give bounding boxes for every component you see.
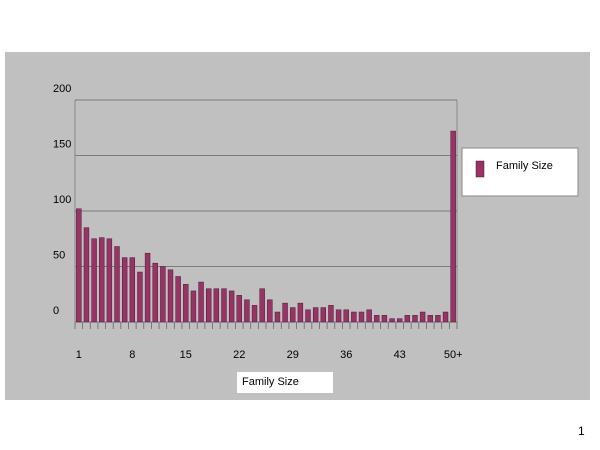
bar <box>374 315 380 323</box>
x-tick-label: 29 <box>287 349 299 361</box>
bar <box>213 288 220 323</box>
bar <box>404 315 411 323</box>
bar <box>160 266 166 323</box>
bar <box>175 276 181 323</box>
bar <box>282 302 288 323</box>
bar <box>76 208 82 323</box>
legend-swatch <box>475 160 485 178</box>
bar <box>427 315 433 323</box>
page-number: 1 <box>578 424 585 438</box>
y-tick-label: 50 <box>53 249 65 261</box>
bar <box>221 288 227 323</box>
y-tick-label: 0 <box>53 305 59 317</box>
bar <box>389 318 395 323</box>
bar <box>328 305 334 323</box>
bar <box>114 246 120 323</box>
bar <box>312 307 319 323</box>
chart-area <box>5 52 590 400</box>
bar <box>152 262 158 323</box>
bar <box>412 315 418 323</box>
bar <box>343 309 349 323</box>
bar <box>244 299 250 323</box>
bar <box>228 290 235 323</box>
bar <box>450 130 456 323</box>
bar <box>190 290 197 323</box>
bar <box>106 238 113 323</box>
bar <box>167 269 174 323</box>
y-tick-label: 200 <box>53 83 71 95</box>
bar <box>442 311 449 323</box>
bar <box>320 307 326 323</box>
bar <box>267 299 273 323</box>
bar <box>419 311 426 323</box>
bar <box>381 315 388 323</box>
x-tick-label: 15 <box>180 349 192 361</box>
legend-label: Family Size <box>496 160 553 172</box>
bar <box>305 309 311 323</box>
bar <box>274 311 281 323</box>
bar <box>297 302 304 323</box>
x-tick-label: 36 <box>340 349 352 361</box>
bar <box>251 305 258 323</box>
y-tick-label: 100 <box>53 194 71 206</box>
bar <box>259 288 265 323</box>
bar <box>198 281 204 323</box>
x-axis-title: Family Size <box>242 376 299 388</box>
bar <box>290 307 296 323</box>
bar <box>121 257 128 323</box>
bar <box>183 284 189 323</box>
x-tick-label: 43 <box>394 349 406 361</box>
bar <box>137 271 143 323</box>
bar <box>144 252 151 323</box>
bar <box>435 315 441 323</box>
x-axis-title-box <box>237 372 333 393</box>
x-tick-label: 22 <box>233 349 245 361</box>
bar <box>335 309 342 323</box>
y-tick-label: 150 <box>53 138 71 150</box>
bar <box>366 309 372 323</box>
bar <box>206 288 212 323</box>
bar <box>351 311 357 323</box>
x-tick-label: 8 <box>129 349 135 361</box>
bar <box>99 237 105 323</box>
bar <box>397 318 403 323</box>
bar <box>91 238 97 323</box>
x-tick-label: 50+ <box>444 349 463 361</box>
bar <box>358 311 365 323</box>
bar <box>236 295 242 323</box>
x-tick-label: 1 <box>76 349 82 361</box>
bar <box>129 257 135 323</box>
bar <box>83 227 90 323</box>
